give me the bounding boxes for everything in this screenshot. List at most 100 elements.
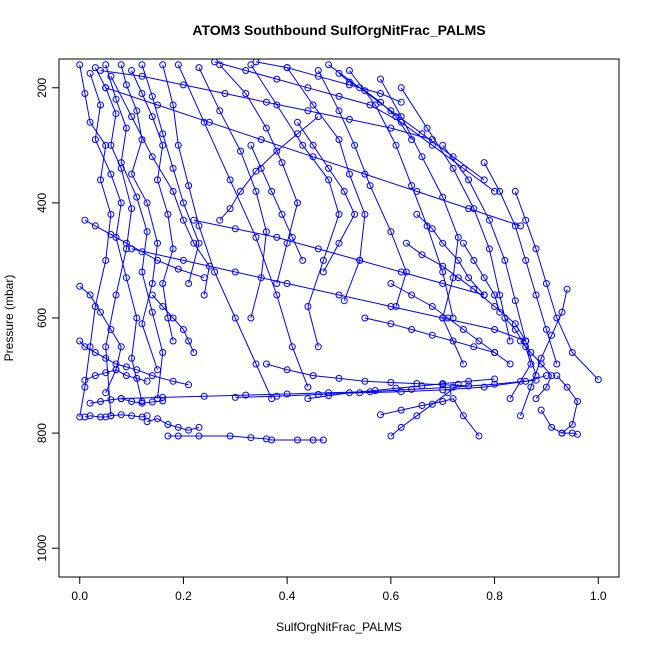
data-point — [112, 233, 120, 241]
series-line-14 — [317, 70, 407, 307]
data-point — [366, 101, 374, 109]
data-point — [242, 90, 250, 97]
data-point — [413, 412, 421, 420]
series-line-12 — [250, 64, 340, 347]
data-point — [159, 303, 167, 310]
data-point — [278, 210, 286, 218]
data-point — [345, 78, 353, 86]
data-point — [283, 239, 291, 247]
data-point — [102, 413, 110, 421]
data-point — [428, 141, 436, 149]
series-line-5 — [105, 64, 164, 399]
data-point — [247, 434, 255, 442]
series-line-17 — [400, 87, 511, 342]
series-line-22 — [540, 409, 578, 435]
data-point — [81, 216, 89, 224]
data-point — [439, 314, 447, 322]
data-point — [397, 268, 405, 276]
data-point — [107, 396, 115, 404]
x-tick-label: 1.0 — [590, 589, 607, 603]
x-tick-label: 0.0 — [71, 589, 88, 603]
data-point — [387, 432, 395, 440]
data-point — [205, 262, 213, 270]
data-point — [179, 326, 187, 333]
data-point — [86, 412, 94, 420]
data-point — [174, 61, 182, 69]
data-point — [138, 72, 146, 80]
data-point — [397, 406, 405, 414]
data-point — [418, 382, 426, 390]
data-point — [444, 389, 452, 397]
data-point — [491, 291, 499, 299]
data-point — [242, 67, 250, 74]
series-line-47 — [338, 73, 413, 140]
data-point — [190, 216, 198, 224]
data-point — [122, 81, 130, 89]
data-point — [428, 303, 436, 310]
data-point — [133, 107, 141, 115]
data-point — [283, 280, 291, 287]
data-point — [76, 61, 84, 69]
data-point — [128, 398, 136, 405]
data-point — [361, 87, 369, 95]
y-tick-label: 600 — [35, 308, 49, 328]
data-point — [107, 231, 115, 238]
data-point — [548, 372, 556, 380]
data-point — [397, 388, 405, 396]
series-lines — [79, 61, 599, 441]
data-point — [408, 385, 416, 393]
data-point — [527, 383, 535, 391]
data-point — [439, 262, 447, 270]
data-point — [102, 84, 110, 92]
data-point — [449, 164, 457, 172]
data-point — [459, 412, 467, 420]
data-point — [387, 320, 395, 328]
data-point — [211, 59, 219, 66]
data-point — [397, 84, 405, 92]
data-point — [335, 69, 343, 77]
data-point — [122, 372, 130, 380]
data-point — [366, 182, 374, 190]
data-point — [247, 314, 255, 322]
data-point — [449, 395, 457, 403]
data-point — [247, 141, 255, 149]
data-point — [439, 380, 447, 388]
data-point — [159, 130, 167, 138]
series-line-43 — [100, 70, 433, 141]
data-point — [491, 380, 499, 388]
data-point — [304, 303, 312, 310]
data-point — [491, 187, 499, 195]
data-point — [475, 337, 483, 345]
data-point — [299, 141, 307, 149]
data-point — [387, 280, 395, 287]
data-point — [553, 314, 561, 322]
y-tick-label: 800 — [35, 423, 49, 443]
data-point — [97, 413, 104, 421]
data-point — [122, 124, 130, 132]
data-point — [459, 164, 467, 172]
data-point — [517, 412, 524, 420]
data-point — [594, 376, 602, 384]
data-point — [532, 245, 540, 253]
data-point — [319, 268, 327, 276]
series-line-26 — [167, 435, 324, 441]
data-point — [288, 343, 296, 351]
series-line-44 — [214, 61, 495, 192]
data-point — [542, 280, 550, 287]
data-point — [102, 141, 110, 149]
data-point — [428, 225, 436, 233]
data-point — [532, 376, 540, 384]
series-line-6 — [110, 76, 210, 296]
data-point — [542, 383, 550, 391]
data-point — [325, 176, 333, 184]
data-point — [76, 282, 84, 290]
data-point — [387, 228, 395, 236]
data-point — [148, 153, 156, 161]
data-point — [174, 423, 182, 431]
data-point — [117, 395, 125, 403]
data-point — [169, 245, 177, 253]
data-point — [122, 363, 130, 371]
data-point — [309, 153, 317, 161]
data-point — [304, 383, 312, 391]
data-point — [496, 291, 504, 299]
